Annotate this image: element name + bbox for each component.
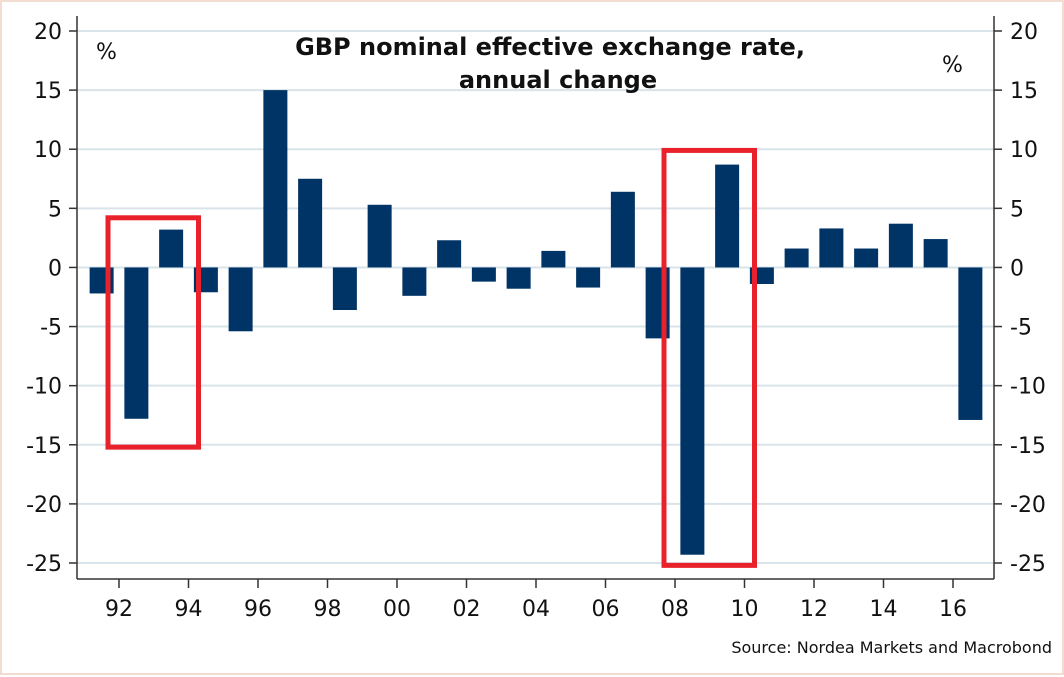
bar [332, 267, 357, 311]
y-tick-label-left: 10 [34, 138, 62, 163]
bar [784, 248, 809, 268]
bar [819, 228, 844, 268]
highlight-box-1 [105, 215, 201, 450]
x-tick-label: 02 [453, 597, 481, 622]
x-tick-label: 14 [870, 597, 898, 622]
bar [124, 267, 149, 419]
x-tick-label: 00 [383, 597, 411, 622]
y-tick-label-left: 15 [34, 79, 62, 104]
y-tick-label-left: -10 [26, 375, 62, 400]
highlight-box-2 [661, 147, 757, 568]
x-tick-label: 06 [592, 597, 620, 622]
y-tick-label-left: -5 [40, 316, 62, 341]
x-tick-label: 94 [175, 597, 203, 622]
y-tick-label-right: -15 [1010, 434, 1046, 459]
bar [958, 267, 983, 420]
bars [89, 90, 983, 555]
highlight-boxes [105, 147, 757, 568]
y-tick-label-right: 15 [1010, 79, 1038, 104]
y-tick-label-right: 10 [1010, 138, 1038, 163]
y-tick-label-right: 0 [1010, 256, 1024, 281]
y-tick-label-left: 20 [34, 20, 62, 45]
x-tick-label: 04 [522, 597, 550, 622]
bar [159, 229, 184, 268]
bar [506, 267, 531, 289]
x-tick-label: 92 [105, 597, 133, 622]
y-tick-label-left: 5 [48, 197, 62, 222]
bar [888, 223, 913, 268]
bar [923, 239, 948, 268]
bar [471, 267, 496, 282]
bar [576, 267, 601, 288]
x-tick-label: 96 [244, 597, 272, 622]
bar [680, 267, 705, 555]
bar [367, 204, 392, 268]
y-tick-label-left: -15 [26, 434, 62, 459]
axes [69, 16, 1002, 588]
y-tick-label-left: 0 [48, 256, 62, 281]
y-tick-label-right: -20 [1010, 493, 1046, 518]
y-tick-label-right: -25 [1010, 552, 1046, 577]
y-unit-label-right: % [942, 53, 963, 78]
bar [715, 164, 740, 268]
x-tick-label: 08 [661, 597, 689, 622]
chart-title-line-2: annual change [459, 66, 657, 94]
bar [263, 90, 288, 268]
source-note: Source: Nordea Markets and Macrobond [731, 638, 1052, 657]
y-tick-label-right: 5 [1010, 197, 1024, 222]
x-tick-label: 10 [731, 597, 759, 622]
bar [437, 240, 462, 268]
bar [298, 178, 323, 268]
bar [402, 267, 427, 296]
x-tick-label: 98 [314, 597, 342, 622]
bar [541, 250, 566, 268]
bar [228, 267, 253, 332]
bar [854, 248, 879, 268]
bar [610, 191, 635, 268]
gridlines [77, 30, 994, 564]
y-tick-label-right: 20 [1010, 20, 1038, 45]
y-tick-label-left: -25 [26, 552, 62, 577]
y-tick-label-right: -10 [1010, 375, 1046, 400]
chart-title-line-1: GBP nominal effective exchange rate, [295, 33, 805, 61]
x-tick-label: 16 [939, 597, 967, 622]
y-tick-label-right: -5 [1010, 316, 1032, 341]
y-tick-label-left: -20 [26, 493, 62, 518]
x-tick-label: 12 [800, 597, 828, 622]
y-unit-label-left: % [96, 40, 117, 65]
